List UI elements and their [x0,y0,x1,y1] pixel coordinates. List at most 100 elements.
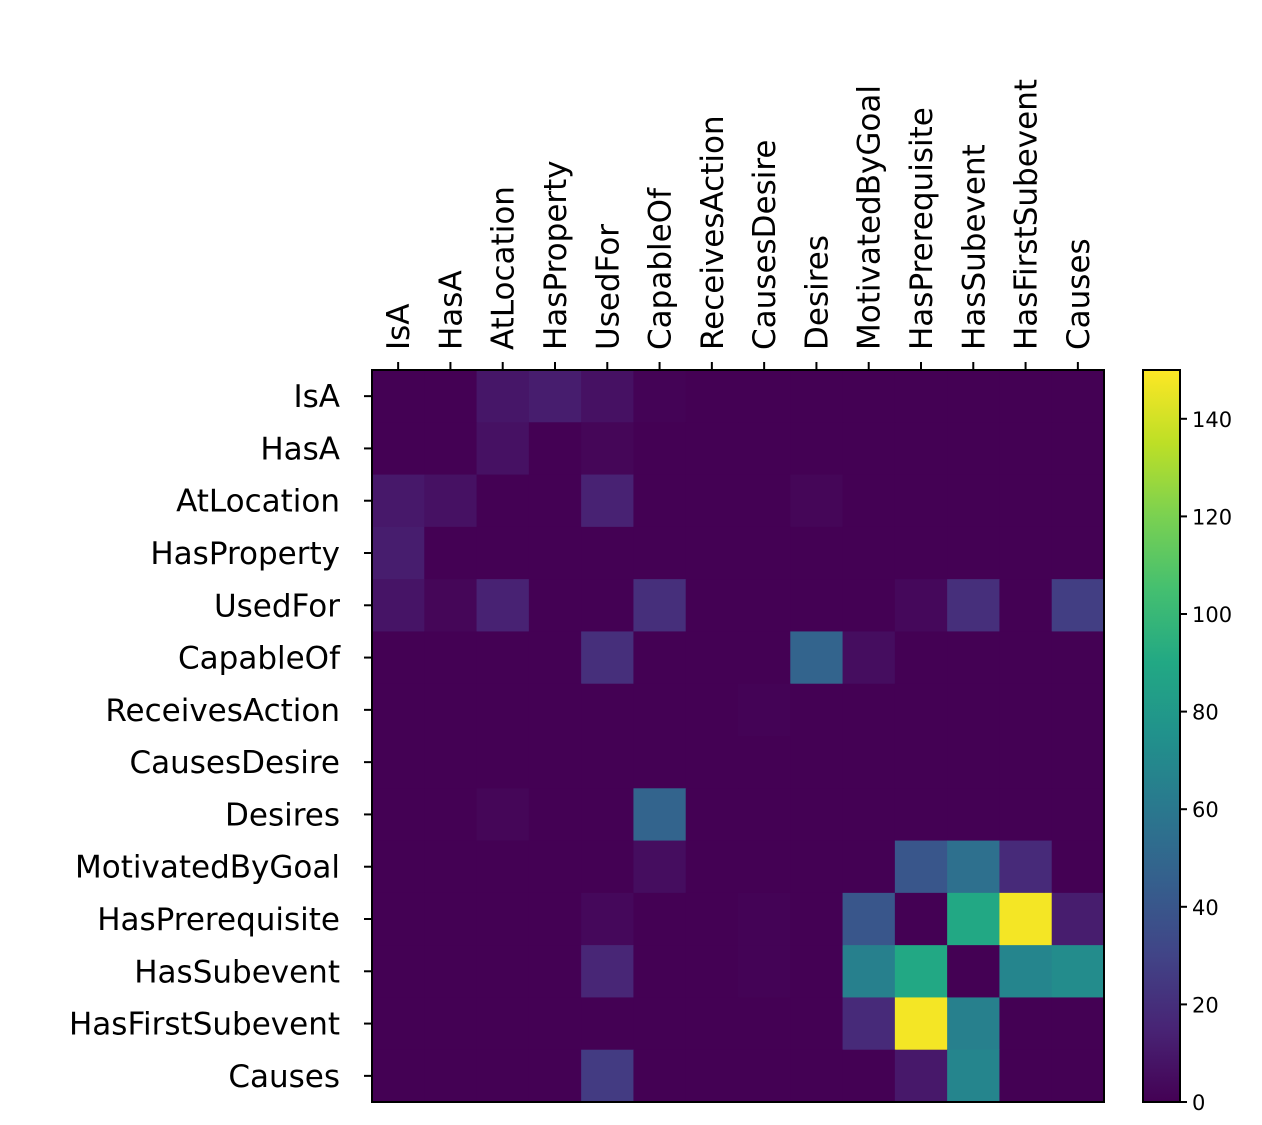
heatmap-cell [685,631,739,685]
heatmap-cell [581,526,635,580]
heatmap-cell [1051,579,1105,633]
heatmap-cell [947,840,1001,894]
heatmap-cell [790,788,844,842]
heatmap-cell [581,945,635,999]
x-tick-label: MotivatedByGoal [852,85,888,350]
heatmap-cell [1051,422,1105,476]
heatmap-cell [894,997,948,1051]
heatmap-cell [372,526,425,580]
y-tick-label: AtLocation [176,484,340,520]
heatmap-cell [738,945,791,999]
heatmap-cell [633,788,687,842]
x-tick-label: HasFirstSubevent [1009,79,1045,350]
heatmap-cell [999,892,1053,946]
heatmap-cell [476,840,530,894]
heatmap-cell [894,422,948,476]
heatmap-cell [424,422,478,476]
heatmap-cell [581,631,635,685]
heatmap-cell [528,945,582,999]
heatmap-cell [790,370,844,423]
heatmap-cell [1051,892,1105,946]
heatmap-cell [894,474,948,528]
heatmap-cell [476,422,530,476]
heatmap-cell [424,1049,478,1103]
heatmap-cell [372,474,425,528]
heatmap-cell [1051,370,1105,423]
heatmap-cell [685,892,739,946]
heatmap-cell [894,370,948,423]
heatmap-cell [999,422,1053,476]
heatmap-cell [476,945,530,999]
heatmap-cell [947,892,1001,946]
heatmap-cell [424,526,478,580]
heatmap-cell [372,422,425,476]
heatmap-cell [528,788,582,842]
heatmap-cell [372,997,425,1051]
heatmap-cell [528,579,582,633]
heatmap-cell [738,736,791,789]
heatmap-cell [633,1049,687,1103]
heatmap-cell [738,579,791,633]
heatmap-cell [1051,997,1105,1051]
heatmap-cell [1051,631,1105,685]
heatmap-cell [894,945,948,999]
heatmap-cell [842,683,896,737]
x-tick-label: HasSubevent [956,144,992,350]
heatmap-cell [476,736,530,789]
heatmap-cell [947,370,1001,423]
heatmap-cell [476,683,530,737]
x-tick-label: CausesDesire [747,139,783,350]
heatmap-cell [685,736,739,789]
y-tick-label: HasPrerequisite [97,902,340,938]
heatmap-cell [372,683,425,737]
colorbar-gradient [1143,370,1180,1102]
heatmap-cell [633,579,687,633]
heatmap-cell [476,631,530,685]
heatmap-cell [842,945,896,999]
heatmap-cell [790,579,844,633]
heatmap-cell [372,1049,425,1103]
heatmap-cell [790,631,844,685]
y-tick-label: HasProperty [150,536,340,572]
colorbar-tick-label: 0 [1192,1091,1205,1115]
heatmap-cell [372,840,425,894]
x-tick-label: CapableOf [643,187,679,350]
heatmap-cell [528,370,582,423]
heatmap-cell [947,1049,1001,1103]
colorbar-tick-label: 140 [1192,408,1232,432]
x-tick-label: UsedFor [590,224,626,350]
x-axis-ticks: IsA HasA AtLocation HasProperty UsedFor Capab… [381,79,1097,370]
colorbar-tick-label: 20 [1192,993,1219,1017]
heatmap-cell [1051,736,1105,789]
heatmap-cell [738,474,791,528]
heatmap-cell [790,736,844,789]
heatmap-cell [894,526,948,580]
heatmap-cell [1051,683,1105,737]
heatmap-cell [947,579,1001,633]
heatmap-cell [842,370,896,423]
heatmap-cell [633,892,687,946]
heatmap-cell [424,892,478,946]
heatmap-cell [790,892,844,946]
plot-frame [371,369,1105,1103]
heatmap-cell [894,1049,948,1103]
heatmap-cell [999,788,1053,842]
heatmap-cell [1051,840,1105,894]
heatmap-cell [633,422,687,476]
heatmap-cell [738,370,791,423]
heatmap-cell [685,474,739,528]
heatmap-cell [999,840,1053,894]
heatmap-cell [894,579,948,633]
heatmap-cell [999,945,1053,999]
heatmap-cell [372,370,425,423]
heatmap-cell [1051,474,1105,528]
heatmap-cell [999,736,1053,789]
heatmap-cell [685,945,739,999]
heatmap-cell [372,945,425,999]
heatmap-cell [581,736,635,789]
heatmap-cell [528,840,582,894]
heatmap-cell [947,788,1001,842]
heatmap-cell [372,788,425,842]
heatmap-cell [424,370,478,423]
